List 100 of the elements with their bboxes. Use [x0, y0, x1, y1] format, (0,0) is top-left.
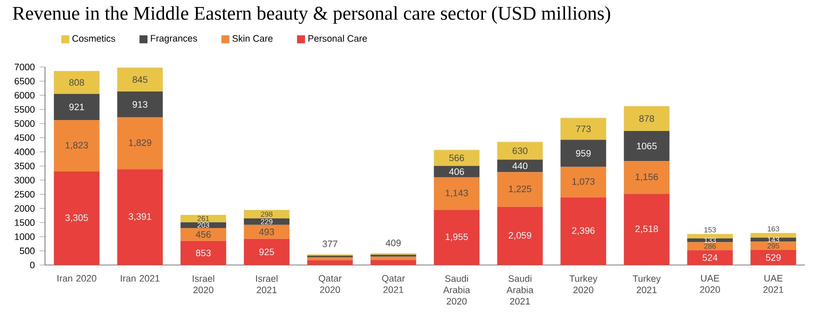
y-tick-label: 5000 [14, 120, 35, 127]
bar [244, 238, 290, 265]
bar [370, 256, 416, 260]
y-tick-label: 1500 [14, 219, 35, 226]
bar [750, 250, 796, 265]
data-label: 2,059 [508, 232, 532, 240]
y-tick-label: 3000 [14, 176, 35, 184]
y-tick-label: 2500 [14, 190, 35, 198]
data-label: 2,396 [572, 227, 595, 235]
bar [560, 118, 606, 140]
bar [434, 150, 480, 166]
y-tick-label: 4500 [14, 134, 35, 141]
bar [750, 242, 796, 250]
data-label: 1,073 [572, 178, 595, 186]
y-tick-label: 500 [20, 248, 35, 254]
bar [750, 233, 796, 238]
data-label: 1,156 [636, 174, 658, 182]
total-label: 409 [386, 240, 401, 246]
x-tick-label: Saudi Arabia 2021 [506, 275, 534, 305]
bar [307, 260, 353, 265]
bar [180, 240, 226, 265]
data-label: 406 [449, 168, 464, 175]
x-tick-label: Iran 2021 [120, 275, 160, 282]
data-label: 921 [69, 104, 84, 110]
bar [687, 234, 733, 238]
bar [117, 68, 163, 92]
data-label: 878 [639, 115, 654, 122]
bar [54, 172, 100, 265]
data-label: 1,143 [446, 190, 468, 198]
y-tick-label: 6000 [14, 92, 35, 99]
y-tick-label: 2000 [14, 205, 35, 212]
bar [180, 228, 226, 241]
data-label: 566 [449, 154, 464, 162]
x-tick-label: Qatar 2020 [318, 275, 342, 293]
bar [497, 142, 543, 160]
data-label: 913 [132, 101, 148, 108]
data-label: 3,391 [128, 213, 152, 221]
bar [117, 169, 163, 265]
data-label: 440 [512, 162, 528, 170]
legend-label: Skin Care [232, 34, 273, 42]
data-label: 630 [512, 147, 528, 154]
total-label: 377 [322, 240, 338, 248]
x-tick-label: Israel 2021 [256, 275, 278, 294]
bar [687, 250, 733, 265]
y-tick-label: 3500 [14, 162, 35, 170]
data-label: 1,955 [446, 233, 468, 242]
legend-label: Cosmetics [72, 34, 116, 42]
x-tick-label: Israel 2020 [192, 275, 214, 294]
data-label: 1,823 [66, 142, 88, 150]
bar [117, 117, 163, 170]
x-tick-label: Turkey 2021 [632, 275, 661, 294]
bar [117, 92, 163, 118]
bar [54, 71, 100, 94]
bar [244, 224, 290, 239]
bar [560, 197, 606, 265]
bar [624, 194, 670, 265]
y-tick-label: 4000 [14, 148, 35, 156]
data-label: 925 [259, 248, 274, 256]
x-tick-label: UAE 2020 [700, 275, 720, 293]
x-tick-label: Iran 2020 [58, 275, 96, 282]
x-tick-label: Saudi Arabia 2020 [443, 275, 470, 305]
bar [244, 218, 290, 225]
data-label: 959 [576, 150, 591, 157]
bar [497, 172, 543, 207]
chart-title: Revenue in the Middle Eastern beauty & personal care sector (USD millions) [12, 6, 610, 24]
data-label: 773 [576, 126, 591, 132]
data-label: 808 [69, 79, 84, 86]
bar [624, 161, 670, 194]
data-label: 529 [766, 254, 781, 261]
data-label: 853 [196, 250, 211, 256]
data-label: 845 [132, 76, 148, 83]
bar [750, 238, 796, 242]
y-tick-label: 6500 [14, 78, 35, 84]
data-label: 493 [259, 228, 274, 236]
data-label: 524 [702, 254, 718, 261]
data-label: 1065 [637, 142, 657, 150]
y-tick-label: 5500 [14, 106, 35, 113]
bar [624, 106, 670, 131]
y-tick-label: 0 [30, 262, 35, 268]
data-label: 456 [196, 231, 211, 238]
bar [434, 166, 480, 178]
bar [624, 130, 670, 162]
bar [497, 160, 543, 172]
bar [434, 177, 480, 210]
bar [560, 166, 606, 198]
x-tick-label: Qatar 2021 [382, 275, 405, 293]
data-label: 1,829 [129, 139, 152, 148]
bar [54, 120, 100, 172]
data-label: 3,305 [65, 214, 88, 222]
legend-label: Fragrances [150, 35, 198, 44]
x-tick-label: UAE 2021 [763, 275, 784, 293]
bar [180, 222, 226, 228]
bar [244, 210, 290, 218]
bar [434, 210, 480, 265]
bar [497, 206, 543, 265]
bar [54, 94, 100, 120]
x-tick-label: Turkey 2020 [569, 275, 598, 294]
data-label: 2,518 [635, 226, 658, 234]
y-tick-label: 1000 [14, 233, 35, 240]
bar [687, 242, 733, 250]
